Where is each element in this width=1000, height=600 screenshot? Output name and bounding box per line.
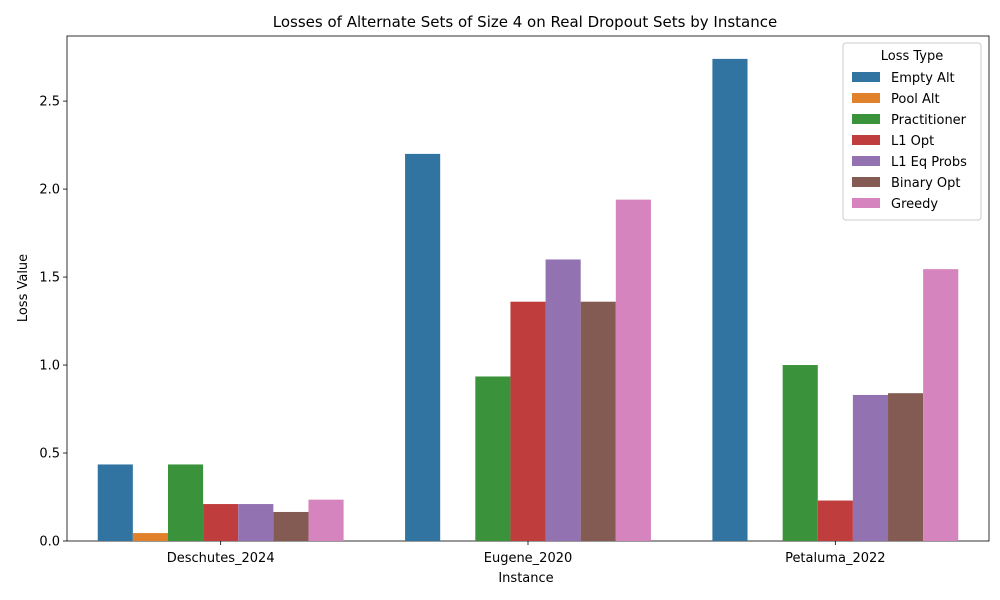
x-axis: Deschutes_2024 Eugene_2020 Petaluma_2022: [167, 541, 886, 566]
legend-label: Binary Opt: [891, 176, 961, 191]
chart-title: Losses of Alternate Sets of Size 4 on Re…: [273, 13, 777, 31]
legend-label: Empty Alt: [891, 71, 955, 86]
bar-practitioner-petaluma_2022: [782, 365, 818, 541]
legend-label: L1 Eq Probs: [891, 155, 967, 170]
bar-binary-opt-deschutes_2024: [273, 511, 309, 541]
legend: Loss Type Empty Alt Pool Alt Practitioner L1…: [842, 42, 982, 221]
bar-practitioner-eugene_2020: [475, 376, 511, 541]
bar-l1-eq-probs-deschutes_2024: [238, 504, 274, 541]
y-tick-label: 0.5: [39, 447, 60, 462]
legend-title: Loss Type: [881, 49, 944, 64]
bar-empty-alt-deschutes_2024: [97, 464, 133, 541]
y-tick-label: 1.0: [39, 359, 60, 374]
bar-l1-opt-petaluma_2022: [817, 500, 853, 541]
bar-empty-alt-petaluma_2022: [712, 58, 748, 541]
y-tick-label: 2.0: [39, 183, 60, 198]
y-axis: 0.0 0.5 1.0 1.5 2.0 2.5: [39, 95, 67, 550]
bar-l1-eq-probs-petaluma_2022: [852, 394, 889, 541]
bar-empty-alt-eugene_2020: [405, 153, 441, 542]
legend-label: Greedy: [891, 197, 938, 212]
legend-label: Pool Alt: [891, 92, 940, 107]
legend-box: [842, 42, 982, 221]
bar-pool-alt-deschutes_2024: [132, 533, 168, 541]
bar-greedy-petaluma_2022: [923, 269, 959, 541]
y-tick-label: 1.5: [39, 271, 60, 286]
bar-greedy-eugene_2020: [615, 199, 651, 541]
x-tick-label: Petaluma_2022: [785, 551, 886, 566]
bar-binary-opt-eugene_2020: [580, 301, 616, 541]
bar-l1-eq-probs-eugene_2020: [545, 259, 581, 541]
bar-greedy-deschutes_2024: [308, 499, 344, 541]
legend-swatch: [852, 93, 880, 103]
legend-swatch: [852, 114, 880, 124]
y-tick-label: 2.5: [39, 95, 60, 110]
legend-swatch: [852, 156, 880, 166]
bars: [97, 58, 959, 542]
bar-binary-opt-petaluma_2022: [888, 393, 924, 541]
y-axis-label: Loss Value: [16, 254, 31, 322]
legend-label: L1 Opt: [891, 134, 934, 149]
legend-swatch: [852, 135, 880, 145]
bar-l1-opt-deschutes_2024: [203, 504, 239, 541]
bar-l1-opt-eugene_2020: [510, 301, 546, 541]
y-tick-label: 0.0: [39, 535, 60, 550]
x-axis-label: Instance: [498, 571, 553, 586]
bar-practitioner-deschutes_2024: [167, 464, 204, 541]
x-tick-label: Deschutes_2024: [167, 551, 275, 566]
legend-swatch: [852, 177, 880, 187]
legend-swatch: [852, 72, 880, 82]
x-tick-label: Eugene_2020: [484, 551, 573, 566]
legend-label: Practitioner: [891, 113, 967, 128]
legend-swatch: [852, 198, 880, 208]
